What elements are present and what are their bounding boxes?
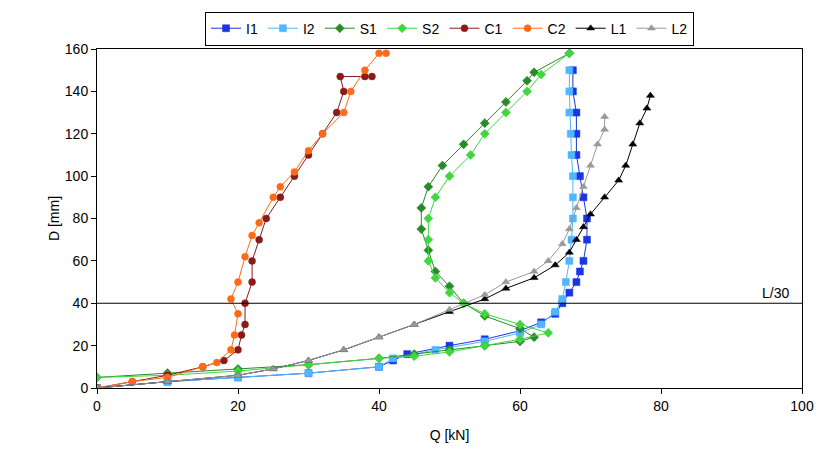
svg-text:100: 100 [65, 168, 89, 184]
svg-text:C2: C2 [548, 21, 566, 37]
svg-text:100: 100 [790, 398, 814, 414]
svg-text:S2: S2 [422, 21, 439, 37]
svg-text:20: 20 [73, 338, 89, 354]
svg-text:Q [kN]: Q [kN] [430, 427, 470, 443]
svg-text:140: 140 [65, 83, 89, 99]
svg-text:20: 20 [230, 398, 246, 414]
svg-text:L/30: L/30 [762, 285, 789, 301]
svg-text:0: 0 [80, 380, 88, 396]
svg-text:L1: L1 [611, 21, 627, 37]
svg-text:I2: I2 [303, 21, 315, 37]
svg-text:D [mm]: D [mm] [46, 196, 62, 241]
svg-text:I1: I1 [246, 21, 258, 37]
svg-text:C1: C1 [484, 21, 502, 37]
svg-text:40: 40 [371, 398, 387, 414]
svg-text:80: 80 [653, 398, 669, 414]
svg-text:160: 160 [65, 41, 89, 57]
svg-text:60: 60 [73, 253, 89, 269]
svg-text:60: 60 [512, 398, 528, 414]
svg-text:0: 0 [93, 398, 101, 414]
svg-text:80: 80 [73, 210, 89, 226]
svg-text:40: 40 [73, 295, 89, 311]
svg-text:S1: S1 [360, 21, 377, 37]
svg-text:L2: L2 [671, 21, 687, 37]
svg-text:120: 120 [65, 126, 89, 142]
